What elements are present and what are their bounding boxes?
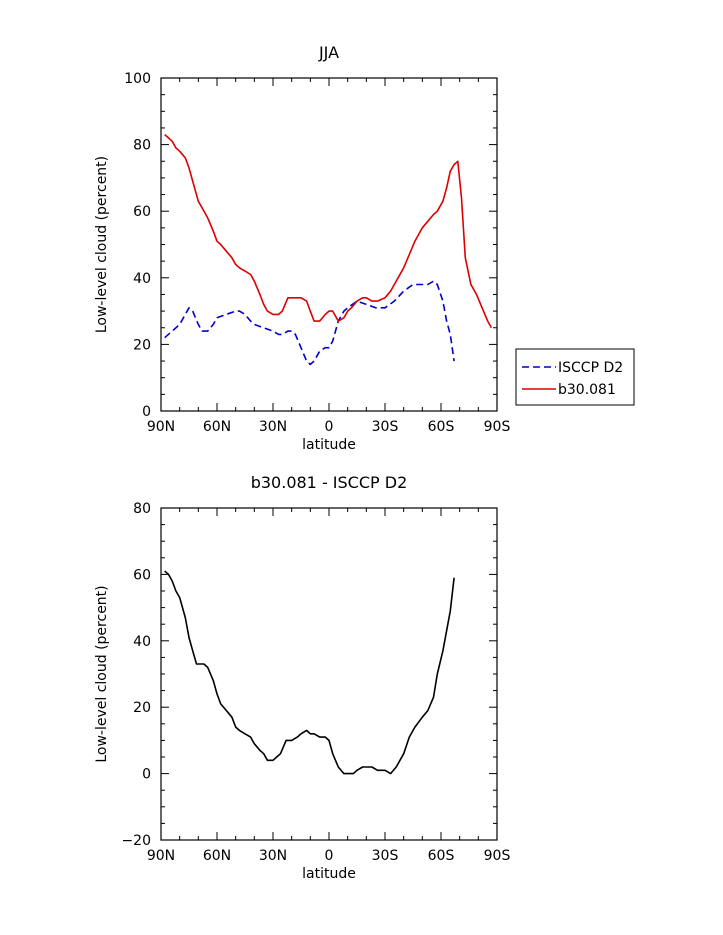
y-axis-label: Low-level cloud (percent)	[94, 585, 110, 762]
x-tick-label: 90N	[147, 848, 175, 864]
x-tick-label: 30N	[259, 419, 287, 435]
x-tick-label: 60N	[203, 848, 231, 864]
y-tick-label: 100	[124, 71, 151, 87]
y-tick-label: 60	[133, 204, 151, 220]
y-tick-label: 20	[133, 337, 151, 353]
plot-frame	[160, 77, 498, 412]
y-tick-label: 40	[133, 634, 151, 650]
x-tick-label: 60N	[203, 419, 231, 435]
y-tick-label: −20	[121, 833, 151, 849]
y-tick-label: 80	[133, 138, 151, 154]
series-line-b30-081	[164, 133, 493, 329]
x-tick-label: 0	[325, 419, 334, 435]
x-tick-label: 60S	[428, 848, 455, 864]
y-tick-label: 80	[133, 501, 151, 517]
y-tick-label: 0	[142, 404, 151, 420]
y-tick-label: 40	[133, 271, 151, 287]
x-tick-label: 30N	[259, 848, 287, 864]
x-tick-label: 30S	[372, 419, 399, 435]
y-axis-label: Low-level cloud (percent)	[94, 156, 110, 333]
y-tick-label: 60	[133, 567, 151, 583]
legend-label: b30.081	[558, 382, 616, 398]
series-line-difference	[164, 570, 455, 775]
x-tick-label: 90S	[484, 419, 511, 435]
x-tick-label: 0	[325, 848, 334, 864]
x-axis-label: latitude	[302, 437, 356, 453]
chart-panel-2: b30.081 - ISCCP D2 90N 60N 30N 0 30S 60S 90S −20…	[94, 473, 510, 882]
series-line-isccp-d2	[164, 280, 455, 366]
legend-label: ISCCP D2	[558, 360, 623, 376]
x-tick-label: 30S	[372, 848, 399, 864]
y-tick-label: 0	[142, 767, 151, 783]
chart-title: b30.081 - ISCCP D2	[251, 473, 408, 492]
x-tick-label: 90N	[147, 419, 175, 435]
plot-frame	[160, 507, 498, 841]
legend-box	[515, 348, 635, 406]
x-tick-label: 90S	[484, 848, 511, 864]
legend: ISCCP D2 b30.081	[515, 348, 635, 406]
x-tick-label: 60S	[428, 419, 455, 435]
chart-title: JJA	[318, 43, 339, 62]
x-axis-label: latitude	[302, 866, 356, 882]
chart-panel-1: JJA 90N 60N 30N 0 30S 60S 90S 0 20 40 60 80 100 latitu…	[94, 43, 635, 453]
y-tick-label: 20	[133, 700, 151, 716]
